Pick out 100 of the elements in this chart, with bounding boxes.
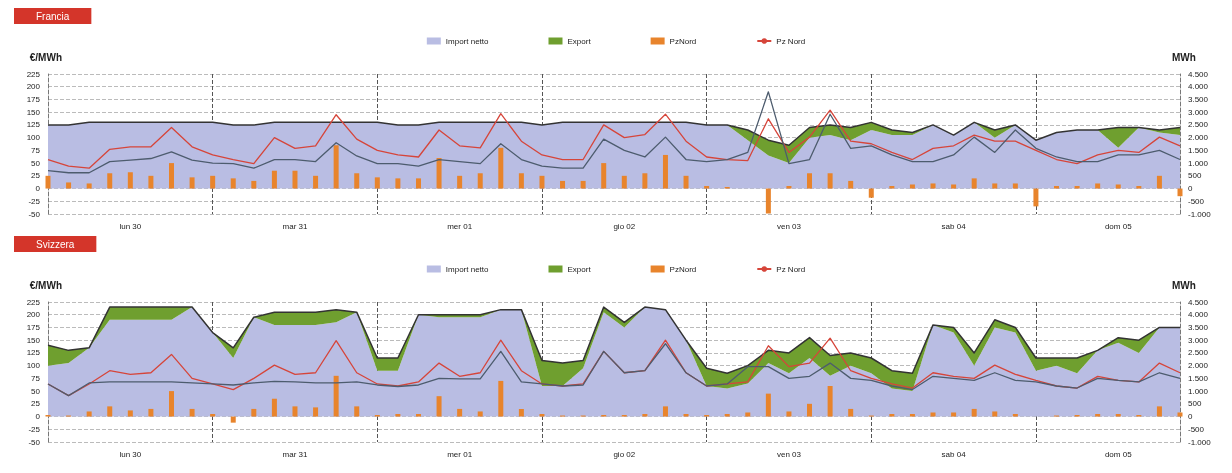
legend-label: Pz Nord: [776, 36, 806, 46]
bar: [827, 173, 833, 189]
bar: [395, 178, 401, 189]
y2-axis-title: MWh: [1172, 279, 1196, 291]
legend-label: Import netto: [445, 264, 490, 274]
bar: [848, 180, 854, 189]
y-tick-label: -25: [28, 424, 41, 434]
bar: [1177, 412, 1183, 417]
x-tick-label: dom 05: [1104, 221, 1133, 231]
bar: [1012, 183, 1018, 189]
y2-tick-label: 0: [1188, 412, 1193, 422]
bar: [395, 414, 401, 417]
bar: [1054, 186, 1060, 189]
y2-tick-label: -1.000: [1188, 209, 1212, 219]
bar: [992, 183, 998, 189]
bar: [724, 414, 730, 417]
y-tick-label: 100: [26, 361, 41, 371]
bar: [580, 180, 586, 189]
y2-tick-label: 4.000: [1188, 82, 1209, 92]
bar: [786, 411, 792, 417]
bar: [86, 411, 92, 417]
x-tick-label: gio 02: [613, 449, 636, 459]
bar: [457, 175, 463, 189]
x-tick-label: sab 04: [941, 449, 967, 459]
legend-label: Pz Nord: [776, 264, 806, 274]
bar: [1074, 186, 1080, 189]
bar: [786, 186, 792, 189]
y2-tick-label: -500: [1188, 424, 1205, 434]
bar: [1095, 414, 1101, 417]
bar: [765, 393, 771, 417]
y-tick-label: 75: [31, 373, 41, 383]
bar: [539, 175, 545, 189]
x-tick-label: lun 30: [119, 449, 142, 459]
y-tick-label: 75: [31, 145, 41, 155]
line-series: [47, 109, 1181, 169]
bar: [498, 147, 504, 189]
bar: [848, 408, 854, 417]
bar: [477, 173, 483, 189]
bar: [807, 403, 813, 417]
x-tick-label: sab 04: [941, 221, 967, 231]
bar: [827, 386, 833, 417]
bar: [210, 175, 216, 189]
y2-tick-label: 500: [1188, 171, 1202, 181]
bar: [251, 408, 257, 417]
x-tick-label: mar 31: [282, 221, 308, 231]
bar: [86, 183, 92, 189]
y2-tick-label: 0: [1188, 184, 1193, 194]
bar: [601, 163, 607, 189]
x-tick-label: ven 03: [776, 449, 802, 459]
y2-tick-label: 500: [1188, 399, 1202, 409]
bar: [189, 408, 195, 417]
bar: [66, 182, 72, 189]
bar: [148, 408, 154, 417]
bar: [909, 184, 915, 189]
x-tick-label: lun 30: [119, 221, 142, 231]
y-tick-label: 50: [31, 386, 41, 396]
bar: [971, 408, 977, 417]
bar: [1115, 184, 1121, 189]
y-tick-label: 125: [26, 120, 41, 130]
y-tick-label: 0: [35, 184, 41, 194]
bar: [560, 180, 566, 189]
legend-label: Export: [567, 36, 592, 46]
bar: [107, 173, 113, 189]
bar: [168, 391, 174, 417]
x-tick-label: mer 01: [447, 449, 473, 459]
bar: [765, 188, 771, 214]
bar: [354, 173, 360, 189]
y2-tick-label: 2.000: [1188, 133, 1209, 143]
bar: [210, 414, 216, 417]
bar: [148, 175, 154, 189]
y-tick-label: 50: [31, 158, 41, 168]
bar: [354, 406, 360, 417]
bar: [868, 188, 874, 198]
bar: [1136, 186, 1142, 189]
bar: [662, 154, 668, 189]
y-tick-label: 150: [26, 107, 41, 117]
bar: [518, 408, 524, 417]
y2-tick-label: -1.000: [1188, 437, 1212, 447]
bar: [230, 178, 236, 189]
bar: [1156, 406, 1162, 417]
bar: [230, 416, 236, 423]
bar: [189, 177, 195, 189]
bar: [745, 412, 751, 417]
y2-tick-label: 3.000: [1188, 107, 1209, 117]
bar: [518, 173, 524, 189]
y2-tick-label: 1.500: [1188, 145, 1209, 155]
bar: [704, 186, 710, 189]
bar: [1177, 188, 1183, 197]
y2-tick-label: 2.000: [1188, 361, 1209, 371]
bar: [333, 145, 339, 189]
y2-tick-label: 3.000: [1188, 335, 1209, 345]
y2-tick-label: 3.500: [1188, 94, 1209, 104]
bar: [374, 177, 380, 189]
bar: [807, 173, 813, 189]
y-tick-label: 100: [26, 133, 41, 143]
y2-tick-label: 1.000: [1188, 386, 1209, 396]
bar: [457, 408, 463, 417]
bar: [951, 184, 957, 189]
line-series: [47, 91, 1181, 174]
bar: [992, 411, 998, 417]
